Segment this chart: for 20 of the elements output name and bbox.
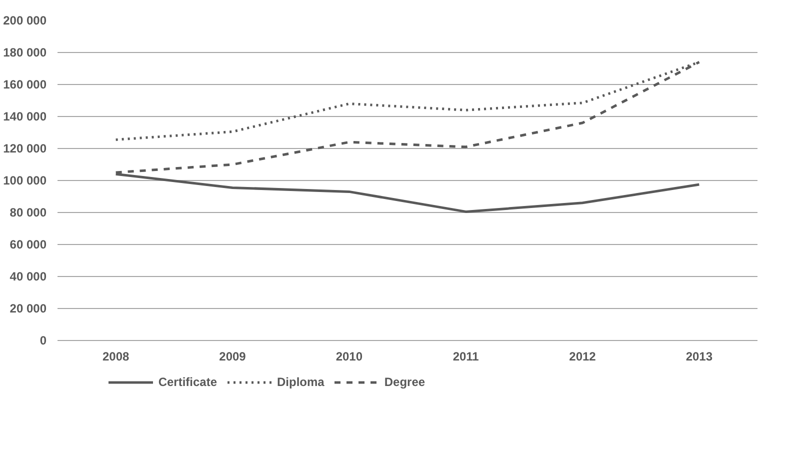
y-tick-label: 60 000 <box>10 238 47 252</box>
y-tick-label: 40 000 <box>10 270 47 284</box>
y-tick-label: 80 000 <box>10 206 47 220</box>
y-tick-label: 160 000 <box>3 78 47 92</box>
x-tick-label: 2013 <box>686 350 713 364</box>
y-tick-label: 20 000 <box>10 302 47 316</box>
legend-label: Diploma <box>277 375 324 389</box>
x-tick-label: 2008 <box>102 350 130 364</box>
y-tick-label: 100 000 <box>3 174 47 188</box>
x-tick-label: 2010 <box>336 350 363 364</box>
x-tick-label: 2009 <box>219 350 246 364</box>
legend-label: Certificate <box>158 375 218 389</box>
y-tick-label: 140 000 <box>3 110 47 124</box>
y-tick-label: 200 000 <box>3 14 47 28</box>
y-tick-label: 0 <box>40 334 47 348</box>
y-tick-label: 180 000 <box>3 46 47 60</box>
y-tick-label: 120 000 <box>3 142 47 156</box>
legend-label: Degree <box>384 375 426 389</box>
x-tick-label: 2011 <box>452 350 480 364</box>
x-tick-label: 2012 <box>569 350 596 364</box>
